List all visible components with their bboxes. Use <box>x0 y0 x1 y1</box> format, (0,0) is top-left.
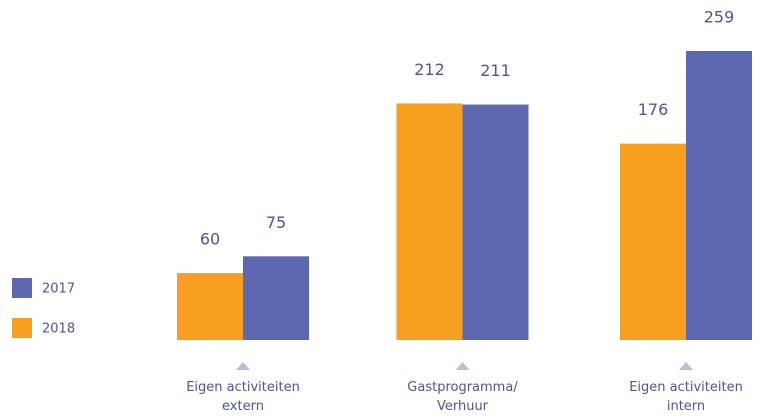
legend-label: 2017 <box>42 282 75 297</box>
legend-label: 2018 <box>42 322 75 337</box>
value-label: 259 <box>704 8 735 27</box>
bar <box>396 103 463 340</box>
bar <box>177 273 243 340</box>
bar <box>620 143 686 340</box>
x-tick-label: Eigen activiteiten intern <box>629 380 743 414</box>
value-label: 212 <box>414 60 445 79</box>
x-tick-label: Gastprogramma/ Verhuur <box>407 380 518 414</box>
tick-arrow <box>236 362 250 370</box>
bar <box>686 51 752 340</box>
x-tick-label: Eigen activiteiten extern <box>186 380 300 414</box>
legend-swatch <box>12 318 32 338</box>
bar <box>462 104 529 340</box>
value-label: 60 <box>200 230 220 249</box>
value-label: 176 <box>638 100 669 119</box>
tick-arrow <box>455 362 470 370</box>
value-label: 211 <box>480 61 511 80</box>
value-label: 75 <box>266 213 286 232</box>
bar <box>243 256 309 340</box>
legend-swatch <box>12 278 32 298</box>
tick-arrow <box>679 362 693 370</box>
